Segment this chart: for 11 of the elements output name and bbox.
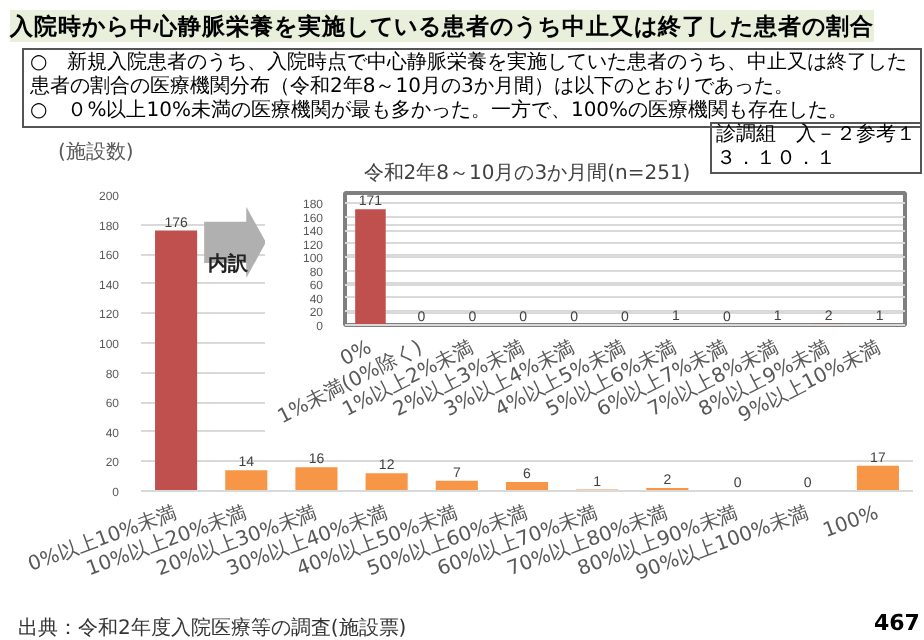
text: ○ ０%以上10%未満の医療機関が最も多かった。一方で、100%の医療機関も存在した。 xyxy=(30,100,849,122)
chart-title: 令和2年8～10月の3か月間(n=251) xyxy=(363,161,691,185)
text: ３．１０．１ xyxy=(716,148,836,170)
source-note: 出典：令和2年度入院医療等の調査(施設票) xyxy=(18,618,407,640)
annotation: 内訳 xyxy=(208,254,248,278)
x-tick-label: 100% xyxy=(820,502,882,543)
text: 入院時から中心静脈栄養を実施している患者のうち中止又は終了した患者の割合 xyxy=(10,10,874,42)
y-axis-title: (施設数) xyxy=(58,142,134,166)
text: ○ 新規入院患者のうち、入院時点で中心静脈栄養を実施していた患者のうち、中止又は終了した患者の割合の医療機関分布（令和2年8～10月の3か月間）は以下のとおりであった。 xyxy=(30,52,908,98)
text: 診調組 入－２参考１ xyxy=(716,124,916,146)
text: 467 xyxy=(874,610,920,637)
